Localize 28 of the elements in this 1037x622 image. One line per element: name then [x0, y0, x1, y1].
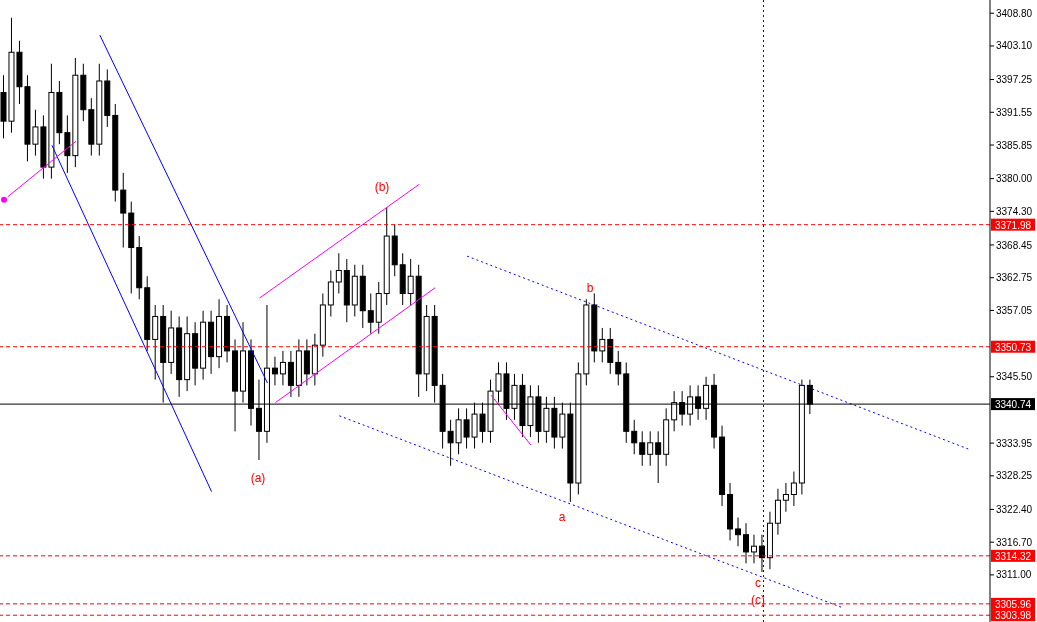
annotation: b: [586, 281, 594, 295]
ref-line-label: 3371.98: [994, 219, 1032, 231]
ref-line-label: 3303.98: [994, 610, 1032, 622]
ref-line-label: 3305.96: [994, 598, 1032, 610]
ref-line-label: 3340.74: [994, 399, 1032, 411]
ref-line-label: 3350.73: [994, 341, 1032, 353]
y-tick-label: 3311.00: [996, 569, 1032, 581]
annotation: (a): [250, 471, 266, 485]
annotation: (b): [374, 180, 390, 194]
ref-line-label: 3314.32: [994, 550, 1032, 562]
y-tick-label: 3408.80: [996, 7, 1033, 19]
y-tick-label: 3403.10: [996, 40, 1033, 52]
y-tick-label: 3385.85: [996, 139, 1033, 151]
y-tick-label: 3357.05: [996, 304, 1033, 316]
annotation: a: [558, 510, 566, 524]
annotation: c: [755, 576, 761, 590]
y-tick-label: 3316.70: [996, 536, 1033, 548]
y-tick-label: 3391.55: [996, 106, 1033, 118]
y-tick-label: 3322.40: [996, 503, 1033, 515]
annotation: (c): [751, 593, 765, 607]
y-tick-label: 3368.45: [996, 239, 1033, 251]
y-tick-label: 3374.30: [996, 205, 1033, 217]
y-tick-label: 3333.95: [996, 437, 1033, 449]
y-tick-label: 3328.25: [996, 470, 1033, 482]
y-tick-label: 3397.25: [996, 74, 1033, 86]
y-tick-label: 3362.75: [996, 272, 1033, 284]
y-tick-label: 3345.50: [996, 371, 1033, 383]
y-tick-label: 3380.00: [996, 173, 1033, 185]
